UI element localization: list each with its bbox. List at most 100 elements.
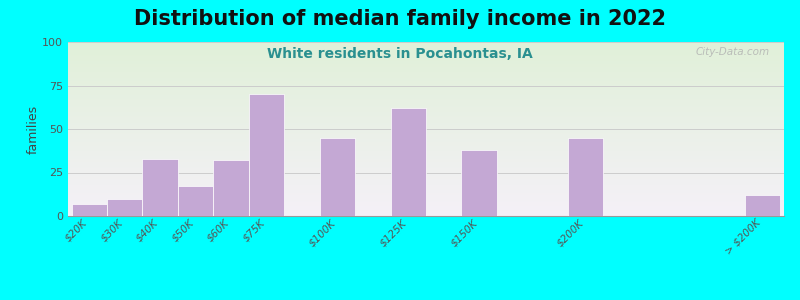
Bar — [68, 209, 784, 210]
Bar — [68, 199, 784, 200]
Bar — [68, 151, 784, 152]
Bar — [68, 203, 784, 204]
Bar — [68, 215, 784, 216]
Bar — [68, 50, 784, 51]
Bar — [68, 142, 784, 143]
Bar — [68, 112, 784, 113]
Bar — [68, 49, 784, 50]
Bar — [68, 66, 784, 67]
Bar — [68, 94, 784, 95]
Bar — [68, 87, 784, 88]
Bar — [68, 99, 784, 100]
Bar — [68, 108, 784, 109]
Bar — [68, 152, 784, 153]
Bar — [68, 43, 784, 44]
Bar — [320, 138, 355, 216]
Bar — [68, 214, 784, 215]
Bar — [68, 91, 784, 92]
Bar — [68, 175, 784, 176]
Bar — [68, 171, 784, 172]
Bar — [68, 158, 784, 159]
Bar — [68, 117, 784, 118]
Bar — [68, 93, 784, 94]
Bar — [68, 202, 784, 203]
Bar — [68, 47, 784, 48]
Bar — [68, 174, 784, 175]
Bar — [68, 153, 784, 154]
Bar — [142, 159, 178, 216]
Bar — [568, 138, 603, 216]
Bar — [68, 58, 784, 59]
Bar — [68, 79, 784, 80]
Bar — [68, 89, 784, 90]
Bar — [68, 154, 784, 155]
Bar — [68, 137, 784, 138]
Bar — [68, 170, 784, 171]
Bar — [68, 198, 784, 199]
Bar — [68, 165, 784, 166]
Bar — [68, 77, 784, 78]
Bar — [68, 85, 784, 86]
Bar — [68, 206, 784, 207]
Bar — [68, 132, 784, 133]
Bar — [68, 127, 784, 128]
Bar — [68, 63, 784, 64]
Bar — [68, 102, 784, 103]
Bar — [68, 162, 784, 163]
Bar — [68, 51, 784, 52]
Bar — [68, 144, 784, 145]
Bar — [68, 85, 784, 86]
Bar — [68, 141, 784, 142]
Bar — [68, 126, 784, 127]
Bar — [68, 180, 784, 181]
Bar — [68, 90, 784, 91]
Bar — [68, 52, 784, 53]
Bar — [68, 195, 784, 196]
Bar — [390, 108, 426, 216]
Bar — [68, 178, 784, 179]
Bar — [68, 135, 784, 136]
Bar — [68, 188, 784, 189]
Bar — [68, 167, 784, 168]
Bar — [68, 44, 784, 45]
Bar — [68, 155, 784, 156]
Bar — [68, 104, 784, 105]
Bar — [68, 133, 784, 134]
Bar — [68, 159, 784, 160]
Bar — [68, 193, 784, 194]
Bar — [68, 118, 784, 119]
Bar — [68, 145, 784, 146]
Bar — [68, 191, 784, 192]
Bar — [68, 42, 784, 43]
Bar — [68, 78, 784, 79]
Bar — [68, 82, 784, 83]
Bar — [68, 173, 784, 174]
Bar — [68, 194, 784, 195]
Bar — [68, 118, 784, 119]
Bar — [68, 75, 784, 76]
Bar — [68, 140, 784, 141]
Bar — [68, 183, 784, 184]
Bar — [68, 182, 784, 183]
Bar — [68, 74, 784, 75]
Bar — [68, 147, 784, 148]
Bar — [68, 101, 784, 102]
Bar — [68, 136, 784, 137]
Bar — [68, 149, 784, 150]
Bar — [68, 164, 784, 165]
Bar — [68, 207, 784, 208]
Bar — [68, 143, 784, 144]
Bar — [68, 83, 784, 84]
Y-axis label: families: families — [26, 104, 39, 154]
Bar — [68, 156, 784, 157]
Bar — [68, 48, 784, 49]
Bar — [68, 45, 784, 46]
Bar — [68, 61, 784, 62]
Bar — [68, 129, 784, 130]
Bar — [68, 88, 784, 89]
Bar — [68, 204, 784, 205]
Bar — [68, 189, 784, 190]
Bar — [68, 107, 784, 108]
Bar — [68, 184, 784, 185]
Bar — [745, 195, 781, 216]
